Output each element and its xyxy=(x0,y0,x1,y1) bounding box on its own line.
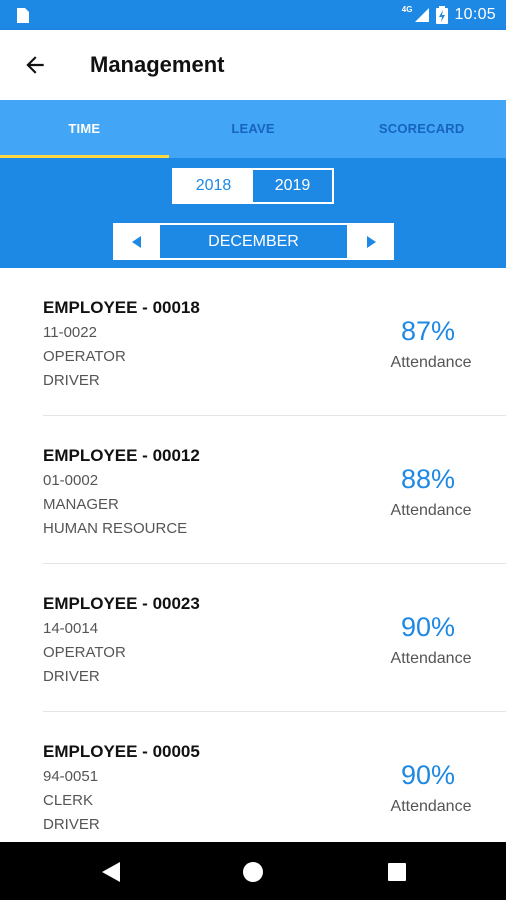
employee-role: OPERATOR xyxy=(43,348,126,365)
employee-list: EMPLOYEE - 00018 11-0022 OPERATOR DRIVER… xyxy=(0,268,506,842)
next-month-button[interactable] xyxy=(347,223,394,260)
signal-icon xyxy=(415,8,430,22)
triangle-left-icon xyxy=(131,235,141,248)
month-label: DECEMBER xyxy=(160,225,347,258)
list-item[interactable]: EMPLOYEE - 00023 14-0014 OPERATOR DRIVER… xyxy=(43,564,506,712)
status-bar: 4G 10:05 xyxy=(0,0,506,30)
system-navigation-bar xyxy=(0,842,506,900)
year-option-2018[interactable]: 2018 xyxy=(174,170,253,202)
list-item[interactable]: EMPLOYEE - 00012 01-0002 MANAGER HUMAN R… xyxy=(43,416,506,564)
employee-department: DRIVER xyxy=(43,668,100,685)
attendance-label: Attendance xyxy=(390,502,472,519)
triangle-right-icon xyxy=(366,235,376,248)
tab-leave[interactable]: LEAVE xyxy=(231,121,275,136)
employee-role: MANAGER xyxy=(43,496,119,513)
network-type: 4G xyxy=(401,4,413,14)
attendance-label: Attendance xyxy=(390,798,472,815)
attendance-percent: 87% xyxy=(400,316,456,346)
battery-icon xyxy=(436,6,449,24)
attendance-percent: 88% xyxy=(400,464,456,494)
employee-name: EMPLOYEE - 00012 xyxy=(43,446,200,465)
tab-time[interactable]: TIME xyxy=(0,100,169,158)
attendance-label: Attendance xyxy=(390,354,472,371)
list-item[interactable]: EMPLOYEE - 00005 94-0051 CLERK DRIVER 90… xyxy=(43,712,506,842)
back-arrow-icon[interactable] xyxy=(22,52,48,78)
employee-role: OPERATOR xyxy=(43,644,126,661)
previous-month-button[interactable] xyxy=(113,223,160,260)
month-selector: DECEMBER xyxy=(113,223,394,260)
list-item[interactable]: EMPLOYEE - 00018 11-0022 OPERATOR DRIVER… xyxy=(43,268,506,416)
nav-home-icon[interactable] xyxy=(242,861,264,883)
attendance-percent: 90% xyxy=(400,612,456,642)
employee-department: DRIVER xyxy=(43,816,100,833)
employee-name: EMPLOYEE - 00005 xyxy=(43,742,200,761)
clock: 10:05 xyxy=(454,6,496,23)
employee-department: DRIVER xyxy=(43,372,100,389)
nav-recents-icon[interactable] xyxy=(386,861,408,883)
tab-scorecard[interactable]: SCORECARD xyxy=(378,121,465,136)
status-icons: 4G 10:05 xyxy=(402,0,496,30)
employee-code: 94-0051 xyxy=(43,768,99,785)
employee-code: 11-0022 xyxy=(43,324,97,341)
year-option-2019[interactable]: 2019 xyxy=(253,170,332,202)
page-title: Management xyxy=(90,52,225,77)
attendance-percent: 90% xyxy=(400,760,456,790)
tab-bar: TIME LEAVE SCORECARD xyxy=(0,100,506,158)
employee-code: 01-0002 xyxy=(43,472,99,489)
employee-code: 14-0014 xyxy=(43,620,99,637)
year-selector: 2018 2019 xyxy=(172,168,334,204)
employee-name: EMPLOYEE - 00018 xyxy=(43,298,200,317)
sim-card-icon xyxy=(17,8,29,23)
date-filter: 2018 2019 DECEMBER xyxy=(0,158,506,268)
attendance-label: Attendance xyxy=(390,650,472,667)
employee-department: HUMAN RESOURCE xyxy=(43,520,188,537)
app-bar: Management xyxy=(0,30,506,100)
employee-name: EMPLOYEE - 00023 xyxy=(43,594,200,613)
employee-role: CLERK xyxy=(43,792,94,809)
nav-back-icon[interactable] xyxy=(100,861,122,883)
